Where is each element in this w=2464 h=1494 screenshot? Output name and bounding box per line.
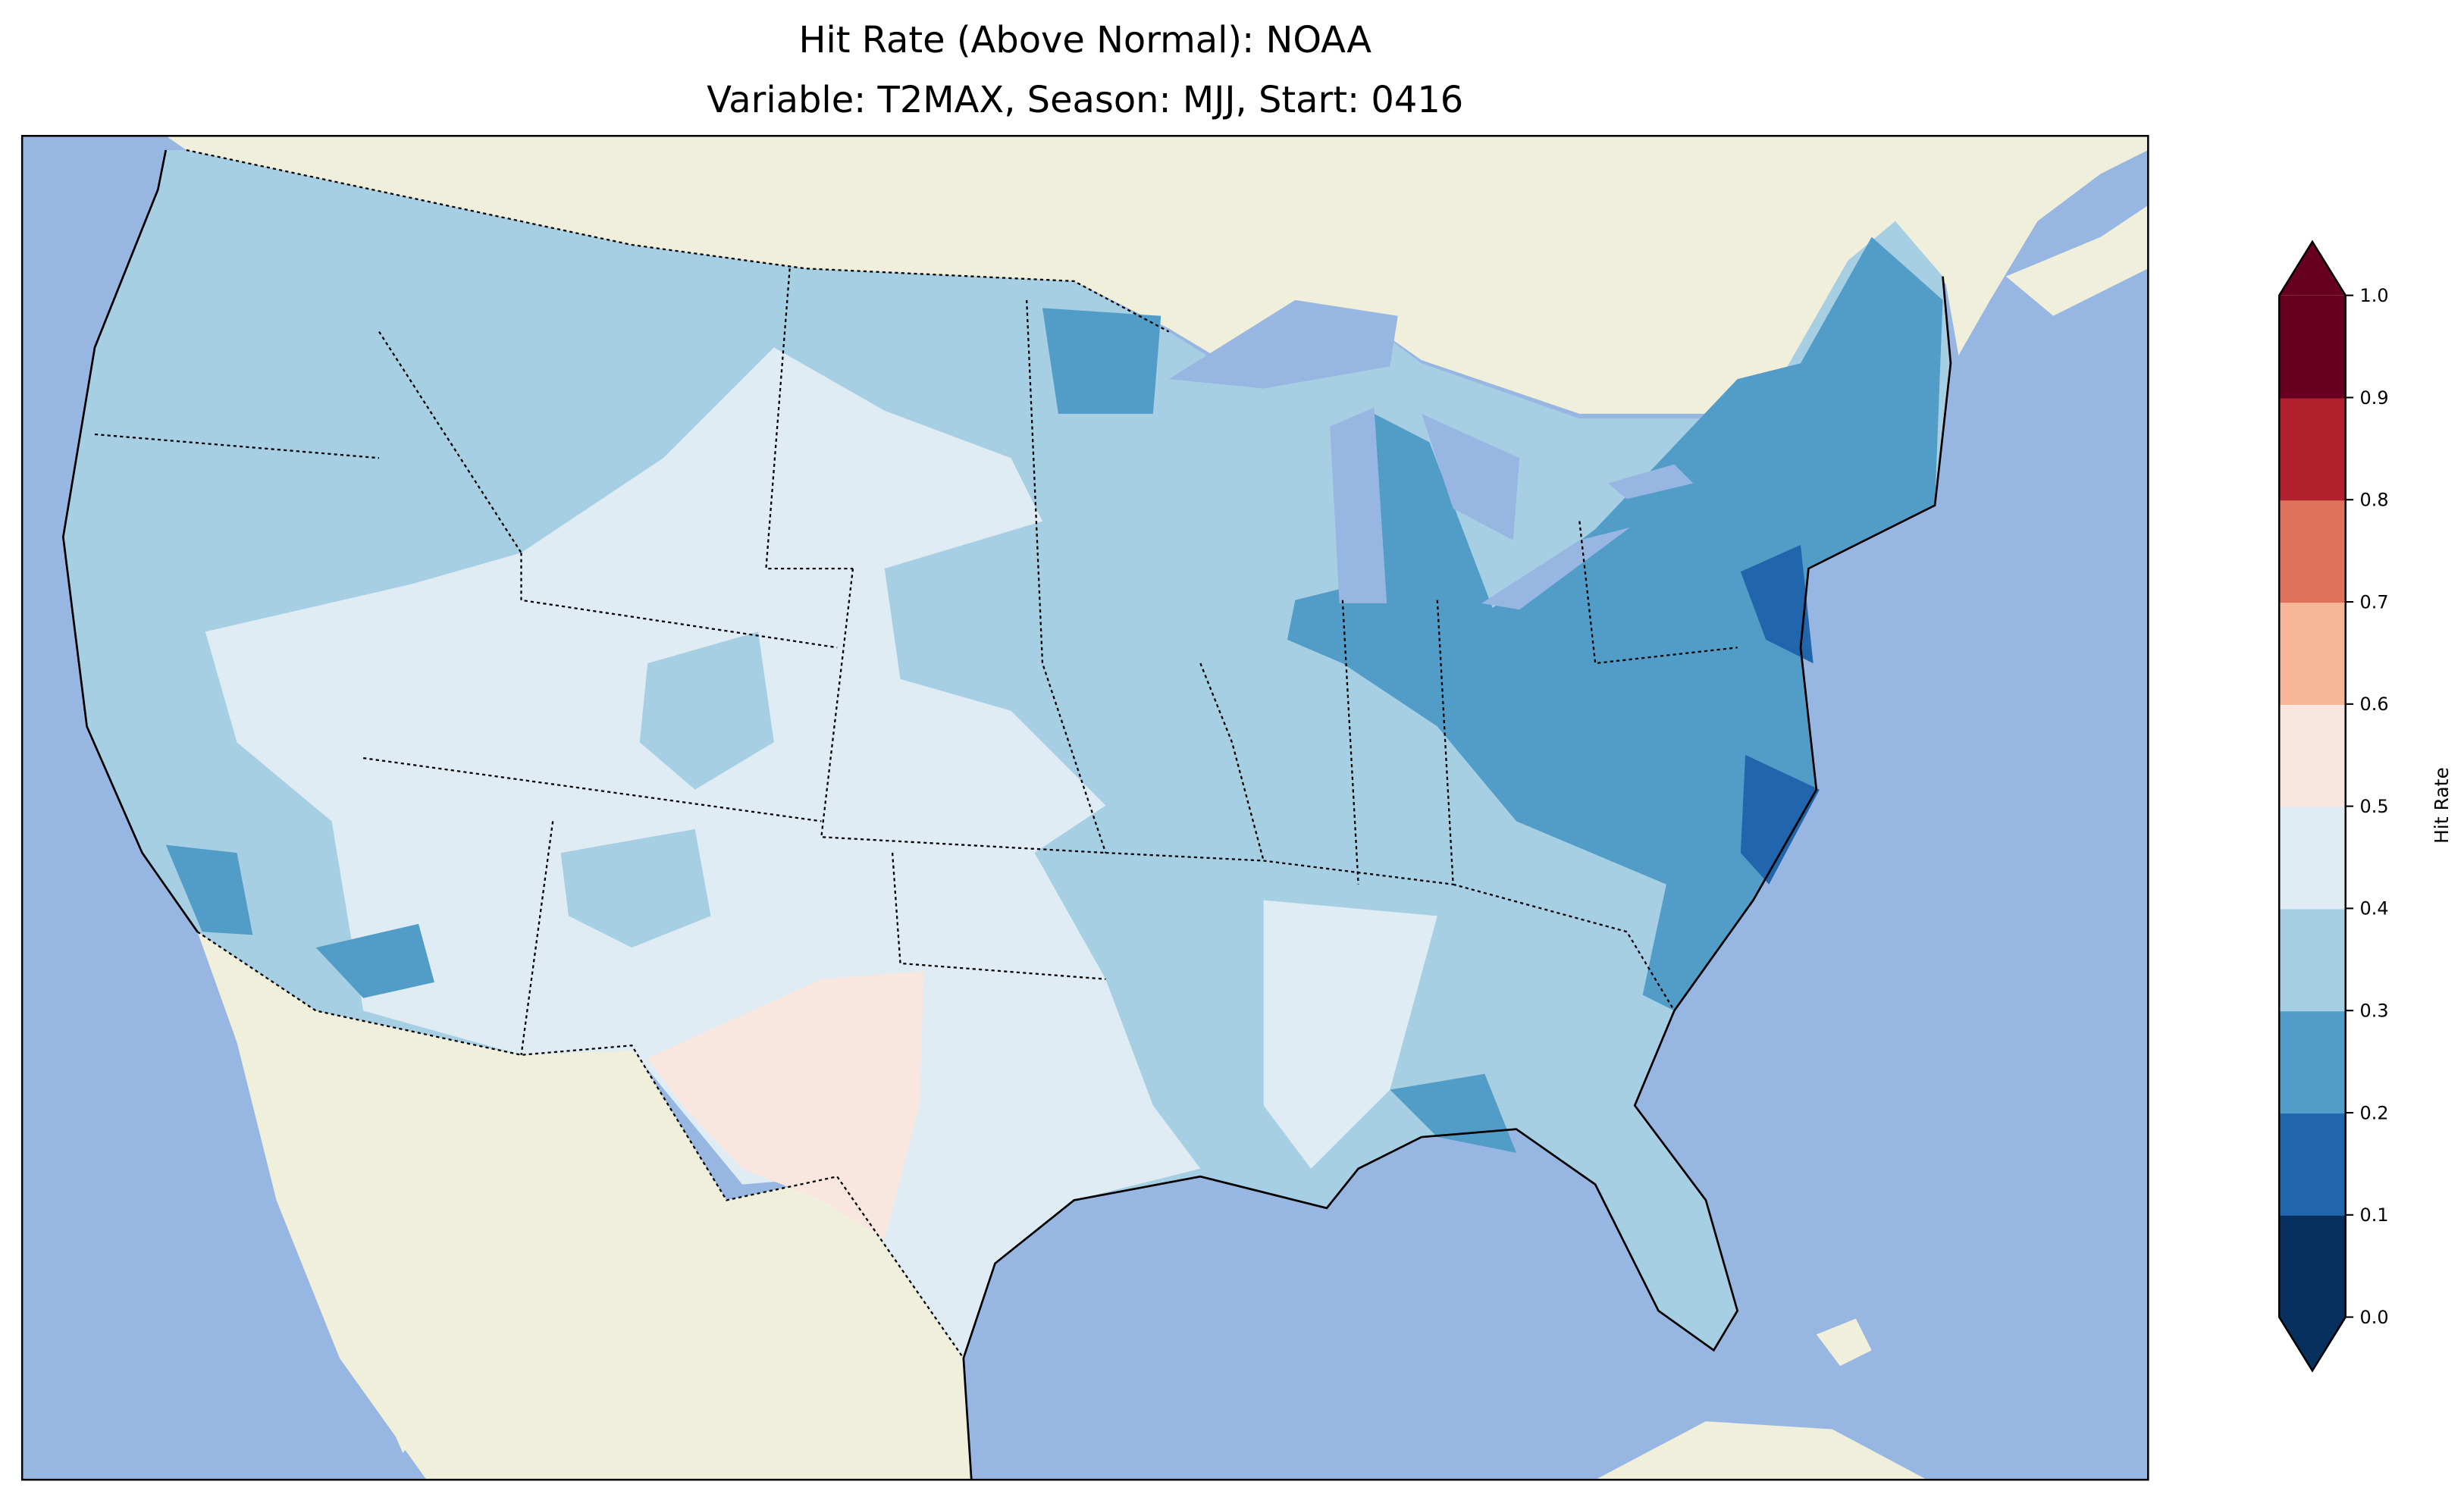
colorbar-tick-label: 0.9 — [2360, 387, 2389, 409]
great-lakes — [1168, 299, 1694, 610]
colorbar-tick-label: 0.3 — [2360, 1001, 2389, 1022]
colorbar-extend-max — [2279, 241, 2346, 296]
colorbar-bin-2 — [2279, 1010, 2346, 1114]
country-borders — [186, 149, 1170, 1359]
colorbar-bin-4 — [2279, 806, 2346, 910]
yucatan-land — [1595, 1421, 1927, 1480]
colorbar-tick-label: 0.7 — [2360, 591, 2389, 612]
colorbar-tick-label: 0.6 — [2360, 694, 2389, 715]
canada-land — [165, 136, 2149, 414]
colorbar-bin-3 — [2279, 908, 2346, 1012]
colorbar-tick-label: 0.1 — [2360, 1204, 2389, 1226]
usa-region-0.1-0.2-nc — [1740, 754, 1820, 885]
coastline — [61, 149, 1952, 1480]
usa-region-0.3-0.4-co — [639, 631, 774, 790]
colorbar-tick-label: 0.5 — [2360, 796, 2389, 817]
colorbar-bin-1 — [2279, 1113, 2346, 1216]
cuba-land — [1816, 1318, 1872, 1367]
colorbar-bin-0 — [2279, 1214, 2346, 1318]
colorbar-extend-min — [2279, 1317, 2346, 1371]
title-line-2: Variable: T2MAX, Season: MJJ, Start: 041… — [707, 80, 1463, 121]
usa-region-0.2-0.3-mn — [1042, 308, 1161, 414]
usa-region-0.4-0.5 — [205, 347, 1201, 1358]
usa-region-0.2-0.3-az — [315, 923, 434, 998]
colorbar-tick-label: 0.0 — [2360, 1307, 2389, 1328]
usa-region-0.3-0.4-sw — [560, 828, 711, 948]
usa-region-0.5-0.6-texas — [647, 971, 924, 1240]
colorbar-tick-label: 0.2 — [2360, 1102, 2389, 1123]
colorbar-tick-label: 1.0 — [2360, 285, 2389, 306]
colorbar — [2278, 240, 2346, 1373]
colorbar-bin-8 — [2279, 397, 2346, 501]
usa-region-0.2-0.3-gulf — [1390, 1073, 1516, 1153]
map-frame — [20, 135, 2149, 1481]
colorbar-ticks: 0.0 0.1 0.2 0.3 0.4 0.5 0.6 0.7 0.8 0.9 1.0 — [2345, 285, 2389, 1328]
baja-land — [202, 939, 430, 1453]
title-line-1: Hit Rate (Above Normal): NOAA — [798, 20, 1372, 61]
nova-scotia-land — [2005, 205, 2149, 316]
map-axes — [20, 135, 2149, 1481]
colorbar-label: Hit Rate — [2431, 767, 2453, 844]
usa-region-0.4-0.5-south — [1263, 900, 1437, 1169]
usa-region-0.2-0.3-socal — [165, 844, 253, 935]
colorbar-bin-5 — [2279, 703, 2346, 807]
colorbar-tick-label: 0.4 — [2360, 898, 2389, 919]
colorbar-tick-label: 0.8 — [2360, 490, 2389, 511]
state-borders — [94, 268, 1738, 1055]
colorbar-bin-7 — [2279, 500, 2346, 603]
colorbar-bin-6 — [2279, 602, 2346, 705]
usa-region-0.1-0.2-nj — [1740, 544, 1814, 664]
colorbar-bin-9 — [2279, 295, 2346, 399]
